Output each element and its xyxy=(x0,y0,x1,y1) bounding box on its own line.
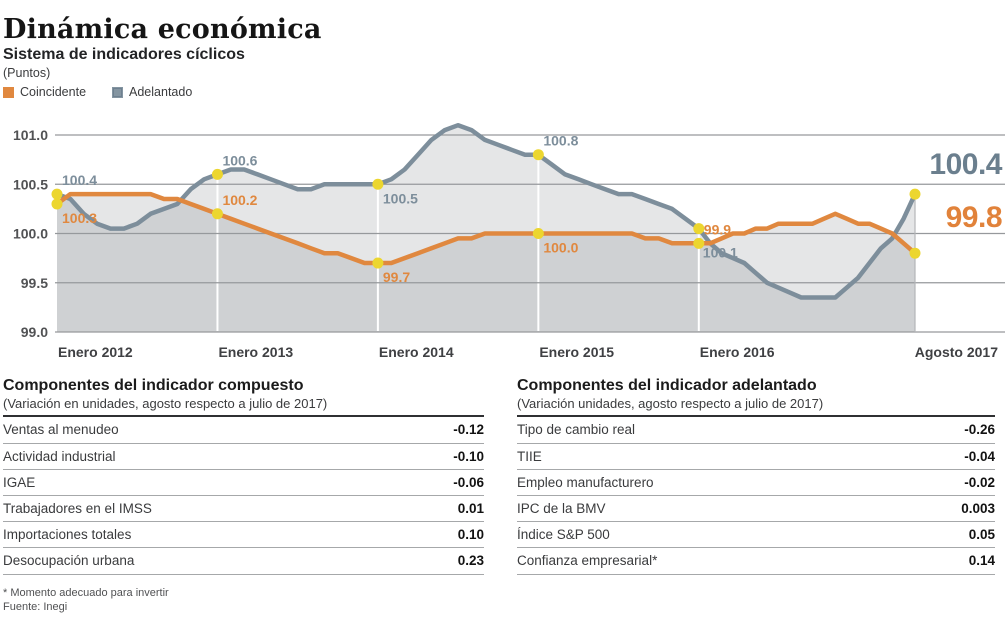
coincidente-latest-value: 99.8 xyxy=(945,201,1003,234)
svg-text:101.0: 101.0 xyxy=(13,127,48,143)
svg-text:100.3: 100.3 xyxy=(62,210,97,226)
svg-text:Agosto 2017: Agosto 2017 xyxy=(915,344,998,360)
legend-label: Coincidente xyxy=(20,85,87,99)
row-value: 0.01 xyxy=(457,501,484,517)
row-label: IGAE xyxy=(3,474,36,490)
svg-text:99.9: 99.9 xyxy=(704,221,731,237)
svg-text:100.6: 100.6 xyxy=(222,152,257,168)
table-row: Ventas al menudeo -0.12 xyxy=(3,417,484,444)
chart-legend: Coincidente Adelantado xyxy=(3,85,192,99)
svg-text:Enero 2016: Enero 2016 xyxy=(700,344,775,360)
row-label: Empleo manufacturero xyxy=(517,474,654,490)
footnotes: * Momento adecuado para invertir Fuente:… xyxy=(3,586,169,615)
row-label: Confianza empresarial* xyxy=(517,553,658,569)
footnote-asterisk: * Momento adecuado para invertir xyxy=(3,587,169,599)
chart-units: (Puntos) xyxy=(3,66,51,80)
table-row: Desocupación urbana 0.23 xyxy=(3,548,484,575)
row-label: Ventas al menudeo xyxy=(3,422,119,438)
table-row: Confianza empresarial* 0.14 xyxy=(517,548,995,575)
row-value: 0.14 xyxy=(968,553,995,569)
row-value: -0.04 xyxy=(964,448,995,464)
coincidente-swatch-icon xyxy=(3,86,14,98)
row-value: -0.06 xyxy=(453,474,484,490)
row-label: Tipo de cambio real xyxy=(517,422,636,438)
table-title: Componentes del indicador adelantado xyxy=(517,377,817,394)
svg-text:100.5: 100.5 xyxy=(383,190,418,206)
adelantado-swatch-icon xyxy=(112,86,124,98)
svg-text:99.5: 99.5 xyxy=(21,275,48,291)
svg-text:100.1: 100.1 xyxy=(703,245,738,261)
table-row: TIIE -0.04 xyxy=(517,444,995,470)
row-label: Índice S&P 500 xyxy=(517,527,610,543)
table-title: Componentes del indicador compuesto xyxy=(3,377,304,394)
row-label: Desocupación urbana xyxy=(3,553,135,569)
table-row: IGAE -0.06 xyxy=(3,470,484,496)
table-row: Índice S&P 500 0.05 xyxy=(517,522,995,549)
row-label: Actividad industrial xyxy=(3,448,116,464)
svg-text:100.0: 100.0 xyxy=(543,240,578,256)
svg-text:100.2: 100.2 xyxy=(222,192,257,208)
row-value: 0.05 xyxy=(968,527,995,543)
chart-subtitle: Sistema de indicadores cíclicos xyxy=(3,46,245,63)
svg-text:100.4: 100.4 xyxy=(62,172,97,188)
table-indicador-compuesto: Componentes del indicador compuesto (Var… xyxy=(3,377,484,575)
svg-text:100.5: 100.5 xyxy=(13,176,48,192)
table-row: Actividad industrial -0.10 xyxy=(3,444,484,470)
row-value: 0.23 xyxy=(457,553,484,569)
svg-text:Enero 2014: Enero 2014 xyxy=(379,344,454,360)
legend-item-coincidente: Coincidente xyxy=(3,85,86,99)
table-rows: Ventas al menudeo -0.12 Actividad industri… xyxy=(3,415,484,575)
table-row: Trabajadores en el IMSS 0.01 xyxy=(3,496,484,523)
svg-text:Enero 2012: Enero 2012 xyxy=(58,344,133,360)
table-subtitle: (Variación unidades, agosto respecto a j… xyxy=(517,396,824,412)
table-row: Importaciones totales 0.10 xyxy=(3,522,484,549)
table-rows: Tipo de cambio real -0.26 TIIE -0.04 Empleo … xyxy=(517,415,995,575)
row-value: -0.10 xyxy=(453,448,484,464)
row-value: 0.10 xyxy=(457,527,484,543)
row-value: -0.02 xyxy=(964,474,995,490)
row-label: TIIE xyxy=(517,448,542,464)
svg-text:Enero 2013: Enero 2013 xyxy=(218,344,293,360)
table-row: IPC de la BMV 0.003 xyxy=(517,496,995,523)
svg-text:100.8: 100.8 xyxy=(543,133,578,149)
table-row: Empleo manufacturero -0.02 xyxy=(517,470,995,496)
legend-item-adelantado: Adelantado xyxy=(112,85,192,99)
table-subtitle: (Variación en unidades, agosto respecto … xyxy=(3,396,328,412)
table-row: Tipo de cambio real -0.26 xyxy=(517,417,995,444)
row-value: -0.26 xyxy=(964,422,995,438)
row-label: Importaciones totales xyxy=(3,527,132,543)
table-indicador-adelantado: Componentes del indicador adelantado (Va… xyxy=(517,377,995,575)
svg-text:100.0: 100.0 xyxy=(13,226,48,242)
svg-text:99.7: 99.7 xyxy=(383,269,410,285)
row-value: -0.12 xyxy=(453,422,484,438)
page-title: Dinámica económica xyxy=(3,14,322,46)
svg-text:Enero 2015: Enero 2015 xyxy=(539,344,614,360)
adelantado-latest-value: 100.4 xyxy=(929,148,1002,181)
svg-text:99.0: 99.0 xyxy=(21,324,48,340)
legend-label: Adelantado xyxy=(129,85,193,99)
row-label: Trabajadores en el IMSS xyxy=(3,501,152,517)
indicator-line-chart: 101.0 100.5 100.0 99.5 99.0 Enero 2012 Enero 2… xyxy=(13,122,1005,360)
source-note: Fuente: Inegi xyxy=(3,601,68,614)
row-value: 0.003 xyxy=(961,501,995,517)
row-label: IPC de la BMV xyxy=(517,501,606,517)
